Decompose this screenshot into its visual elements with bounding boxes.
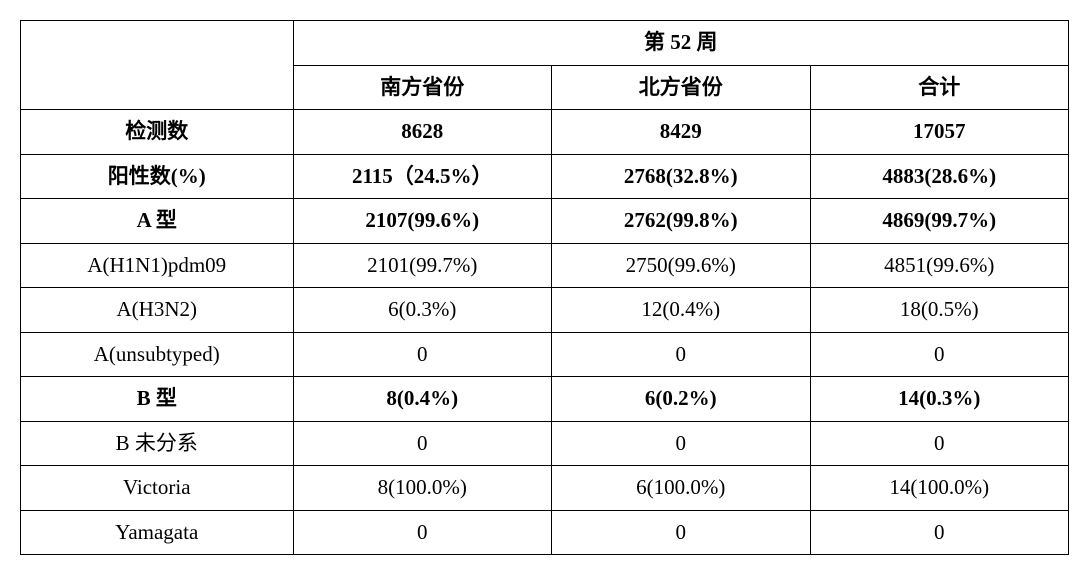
- row-label: A(unsubtyped): [21, 332, 294, 377]
- row-south: 2101(99.7%): [293, 243, 551, 288]
- row-south: 2115（24.5%）: [293, 154, 551, 199]
- table-body: 检测数8628842917057阳性数(%)2115（24.5%）2768(32…: [21, 110, 1069, 555]
- table-row: Yamagata000: [21, 510, 1069, 555]
- table-row: 阳性数(%)2115（24.5%）2768(32.8%)4883(28.6%): [21, 154, 1069, 199]
- table-row: A(unsubtyped)000: [21, 332, 1069, 377]
- header-blank-cell: [21, 21, 294, 110]
- row-north: 6(0.2%): [552, 377, 810, 422]
- row-north: 0: [552, 510, 810, 555]
- row-south: 2107(99.6%): [293, 199, 551, 244]
- table-row: A(H1N1)pdm092101(99.7%)2750(99.6%)4851(9…: [21, 243, 1069, 288]
- row-north: 0: [552, 332, 810, 377]
- flu-data-table-container: 第 52 周 南方省份 北方省份 合计 检测数8628842917057阳性数(…: [20, 20, 1069, 555]
- row-label: A(H1N1)pdm09: [21, 243, 294, 288]
- row-total: 18(0.5%): [810, 288, 1069, 333]
- row-total: 14(100.0%): [810, 466, 1069, 511]
- row-north: 6(100.0%): [552, 466, 810, 511]
- row-total: 0: [810, 421, 1069, 466]
- row-label: 检测数: [21, 110, 294, 155]
- flu-data-table: 第 52 周 南方省份 北方省份 合计 检测数8628842917057阳性数(…: [20, 20, 1069, 555]
- row-label: A(H3N2): [21, 288, 294, 333]
- row-south: 0: [293, 332, 551, 377]
- row-north: 2768(32.8%): [552, 154, 810, 199]
- row-total: 17057: [810, 110, 1069, 155]
- header-row-1: 第 52 周: [21, 21, 1069, 66]
- row-north: 8429: [552, 110, 810, 155]
- row-total: 0: [810, 332, 1069, 377]
- row-total: 4883(28.6%): [810, 154, 1069, 199]
- row-label: B 型: [21, 377, 294, 422]
- row-total: 0: [810, 510, 1069, 555]
- table-row: B 型8(0.4%)6(0.2%)14(0.3%): [21, 377, 1069, 422]
- row-total: 4851(99.6%): [810, 243, 1069, 288]
- row-label: B 未分系: [21, 421, 294, 466]
- header-south: 南方省份: [293, 65, 551, 110]
- table-row: Victoria8(100.0%)6(100.0%)14(100.0%): [21, 466, 1069, 511]
- row-north: 12(0.4%): [552, 288, 810, 333]
- table-row: A(H3N2)6(0.3%)12(0.4%)18(0.5%): [21, 288, 1069, 333]
- row-label: Yamagata: [21, 510, 294, 555]
- row-label: A 型: [21, 199, 294, 244]
- header-north: 北方省份: [552, 65, 810, 110]
- row-total: 14(0.3%): [810, 377, 1069, 422]
- row-north: 0: [552, 421, 810, 466]
- row-south: 8(0.4%): [293, 377, 551, 422]
- table-row: B 未分系000: [21, 421, 1069, 466]
- row-north: 2750(99.6%): [552, 243, 810, 288]
- row-south: 0: [293, 421, 551, 466]
- row-label: Victoria: [21, 466, 294, 511]
- row-south: 8628: [293, 110, 551, 155]
- row-south: 6(0.3%): [293, 288, 551, 333]
- table-row: A 型2107(99.6%)2762(99.8%)4869(99.7%): [21, 199, 1069, 244]
- row-south: 0: [293, 510, 551, 555]
- row-total: 4869(99.7%): [810, 199, 1069, 244]
- row-north: 2762(99.8%): [552, 199, 810, 244]
- row-south: 8(100.0%): [293, 466, 551, 511]
- row-label: 阳性数(%): [21, 154, 294, 199]
- table-row: 检测数8628842917057: [21, 110, 1069, 155]
- header-total: 合计: [810, 65, 1069, 110]
- header-week-title: 第 52 周: [293, 21, 1068, 66]
